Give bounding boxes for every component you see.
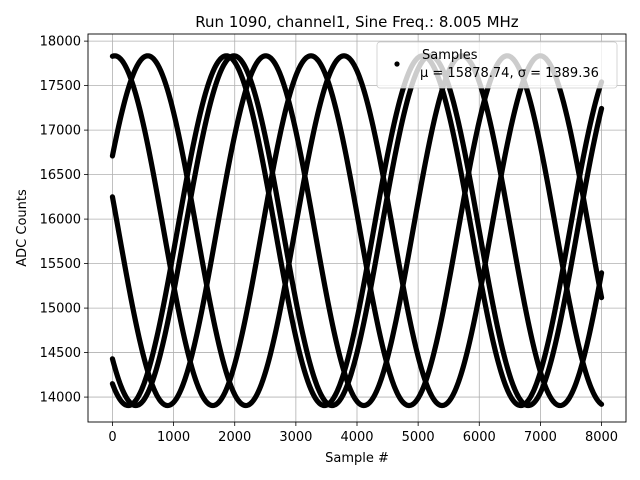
y-tick-label: 17500 [40, 79, 81, 94]
sample-trace-4 [109, 53, 605, 409]
y-tick-label: 16000 [40, 213, 81, 228]
x-tick-label: 1000 [157, 430, 190, 445]
y-tick-label: 17000 [40, 124, 81, 139]
y-tick-label: 18000 [40, 35, 81, 50]
x-tick-label: 5000 [402, 430, 435, 445]
sample-trace-2 [109, 53, 605, 409]
legend-stats: μ = 15878.74, σ = 1389.36 [420, 66, 599, 81]
legend: Samples μ = 15878.74, σ = 1389.36 [376, 41, 618, 89]
y-tick-label: 15500 [40, 257, 81, 272]
y-tick-label: 14500 [40, 346, 81, 361]
legend-marker [394, 61, 400, 67]
y-tick-label: 14000 [40, 391, 81, 406]
x-tick-label: 6000 [463, 430, 496, 445]
sample-trace-5 [109, 53, 605, 409]
sample-trace-3 [109, 53, 605, 409]
y-tick-label: 15000 [40, 302, 81, 317]
x-tick-label: 8000 [585, 430, 618, 445]
x-axis-label: Sample # [325, 451, 389, 466]
legend-box [376, 41, 618, 89]
chart-title: Run 1090, channel1, Sine Freq.: 8.005 MH… [195, 13, 519, 31]
x-tick-label: 4000 [340, 430, 373, 445]
x-tick-label: 3000 [279, 430, 312, 445]
ticks: 0 1000 2000 3000 4000 5000 6000 7000 8000 14000 14… [40, 35, 618, 445]
legend-label: Samples [422, 48, 478, 63]
x-tick-label: 7000 [524, 430, 557, 445]
x-tick-label: 0 [108, 430, 116, 445]
y-tick-label: 16500 [40, 168, 81, 183]
x-tick-label: 2000 [218, 430, 251, 445]
y-axis-label: ADC Counts [15, 189, 30, 267]
